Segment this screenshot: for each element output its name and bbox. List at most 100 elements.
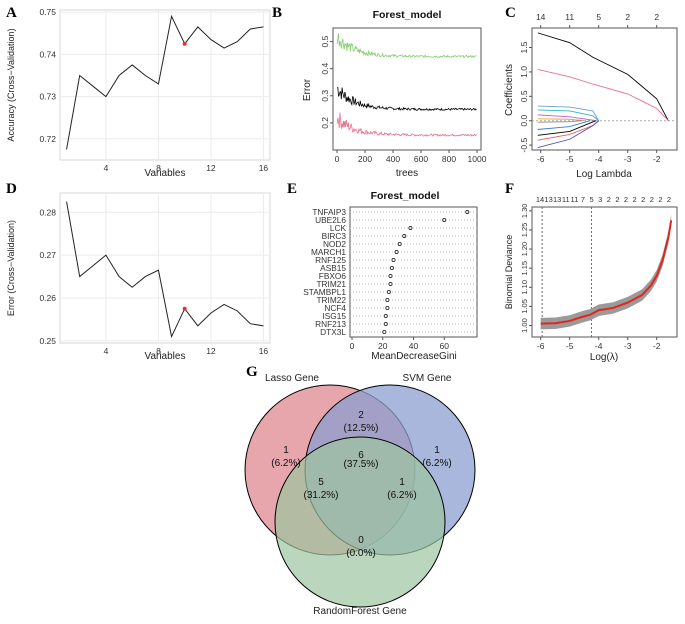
top-tick-label: 13 xyxy=(553,195,561,204)
x-tick-label: 16 xyxy=(259,163,269,173)
y-axis-label: Coefficients xyxy=(504,64,515,116)
top-tick-label: 2 xyxy=(615,195,619,204)
gene-label: TRIM22 xyxy=(316,295,346,305)
importance-point xyxy=(385,298,390,302)
x-tick-label: 20 xyxy=(378,341,388,351)
top-tick-label: 11 xyxy=(571,195,579,204)
y-tick-label: 0.72 xyxy=(39,134,56,144)
x-tick-label: 8 xyxy=(156,163,161,173)
y-tick-label: 1.0 xyxy=(519,66,529,78)
panel-f-binomial-deviance-chart: Log(λ) Binomial Deviance -6 -5 -4 -3 -2 1.00 1… xyxy=(504,195,678,363)
gene-label: ISG15 xyxy=(322,311,346,321)
x-tick-label: 12 xyxy=(206,163,216,173)
panel-e-variable-importance-chart: Forest_model MeanDecreaseGini TNFAIP3UBE… xyxy=(303,190,478,362)
region-lasso-rf-count: 5 xyxy=(318,477,324,488)
region-svm-rf-count: 1 xyxy=(399,477,405,488)
top-tick-label: 14 xyxy=(536,195,544,204)
y-tick-label: 0.73 xyxy=(39,92,56,102)
panel-label-f: F xyxy=(505,181,514,197)
y-tick-label: 1.25 xyxy=(520,223,529,238)
y-tick-label: 0.26 xyxy=(39,293,56,303)
y-tick-label: 0.3 xyxy=(320,90,330,102)
gene-label: UBE2L6 xyxy=(315,215,346,225)
plot-frame xyxy=(531,27,678,151)
y-axis-label: Error (Cross−Validation) xyxy=(6,220,16,316)
y-tick-label: -0.5 xyxy=(519,138,529,153)
coefficient-path xyxy=(537,69,669,122)
gene-label: LCK xyxy=(330,223,347,233)
y-tick-label: 0.28 xyxy=(39,207,56,217)
top-tick-label: 2 xyxy=(667,195,671,204)
gene-label: DTX3L xyxy=(320,327,346,337)
x-axis-label: Log Lambda xyxy=(576,169,632,180)
region-rf-only-pct: (0.0%) xyxy=(346,548,375,559)
coefficient-path xyxy=(537,105,600,121)
region-lasso-rf-pct: (31.2%) xyxy=(303,490,338,501)
gene-label: RNF125 xyxy=(315,255,346,265)
top-tick-label: 11 xyxy=(565,12,574,22)
y-axis-label: Binomial Deviance xyxy=(504,235,514,310)
x-tick-label: -2 xyxy=(653,341,661,351)
importance-point xyxy=(402,234,407,238)
x-axis-label: MeanDecreaseGini xyxy=(371,351,457,362)
top-tick-label: 3 xyxy=(598,195,602,204)
importance-point xyxy=(385,306,390,310)
gene-label: MARCH1 xyxy=(311,247,346,257)
plot-frame xyxy=(531,206,678,338)
top-tick-label: 11 xyxy=(562,195,570,204)
panel-label-c: C xyxy=(505,5,516,21)
y-tick-label: 0.4 xyxy=(320,62,330,74)
panel-a-accuracy-chart: Variables Accuracy (Cross−Validation) 4 8… xyxy=(6,7,271,179)
y-tick-label: 0.0 xyxy=(519,115,529,127)
gene-label: RNF213 xyxy=(315,319,346,329)
coefficient-path xyxy=(537,120,596,136)
importance-point xyxy=(390,266,394,270)
y-tick-label: 1.05 xyxy=(520,299,529,314)
top-tick-label: 7 xyxy=(581,195,585,204)
set-label-lasso: Lasso Gene xyxy=(265,373,319,384)
importance-point xyxy=(394,250,399,254)
region-rf-only-count: 0 xyxy=(358,535,364,546)
chart-title: Forest_model xyxy=(373,9,442,21)
panel-label-e: E xyxy=(287,181,297,197)
importance-point xyxy=(442,218,447,222)
x-tick-label: -5 xyxy=(566,341,574,351)
y-axis-label: Accuracy (Cross−Validation) xyxy=(6,28,16,141)
y-tick-label: 1.30 xyxy=(520,204,529,219)
panel-g-venn-diagram: Lasso Gene SVM Gene RandomForest Gene 1 … xyxy=(244,373,476,617)
plot-frame xyxy=(349,206,478,338)
y-tick-label: 1.00 xyxy=(520,318,529,333)
panel-label-g: G xyxy=(246,364,258,380)
coefficient-path xyxy=(537,120,599,148)
y-tick-label: 1.20 xyxy=(520,242,529,257)
set-label-svm: SVM Gene xyxy=(403,373,452,384)
region-svm-only-count: 1 xyxy=(434,445,440,456)
top-tick-label: 14 xyxy=(536,12,546,22)
region-lasso-svm-pct: (12.5%) xyxy=(343,423,378,434)
importance-point xyxy=(383,314,388,318)
y-tick-label: 0.27 xyxy=(39,250,56,260)
x-axis-label: Variables xyxy=(145,351,186,362)
region-lasso-only-pct: (6.2%) xyxy=(271,458,300,469)
data-line xyxy=(66,201,264,339)
region-lasso-svm-count: 2 xyxy=(358,410,364,421)
x-tick-label: 8 xyxy=(156,346,161,356)
x-tick-label: 800 xyxy=(442,154,456,164)
series-line xyxy=(336,33,477,59)
error-band xyxy=(540,214,672,330)
region-lasso-only-count: 1 xyxy=(283,445,289,456)
x-tick-label: -6 xyxy=(537,154,545,164)
panel-label-a: A xyxy=(6,5,17,21)
region-svm-rf-pct: (6.2%) xyxy=(387,490,416,501)
x-tick-label: -6 xyxy=(537,341,545,351)
importance-point xyxy=(388,274,393,278)
deviance-curve xyxy=(540,220,673,325)
coefficient-path xyxy=(537,118,585,122)
set-label-randomforest: RandomForest Gene xyxy=(313,606,407,617)
top-tick-label: 2 xyxy=(641,195,645,204)
plot-frame xyxy=(59,9,271,161)
gene-label: ASB15 xyxy=(320,263,346,273)
coefficient-path xyxy=(537,120,582,123)
x-tick-label: 400 xyxy=(386,154,400,164)
